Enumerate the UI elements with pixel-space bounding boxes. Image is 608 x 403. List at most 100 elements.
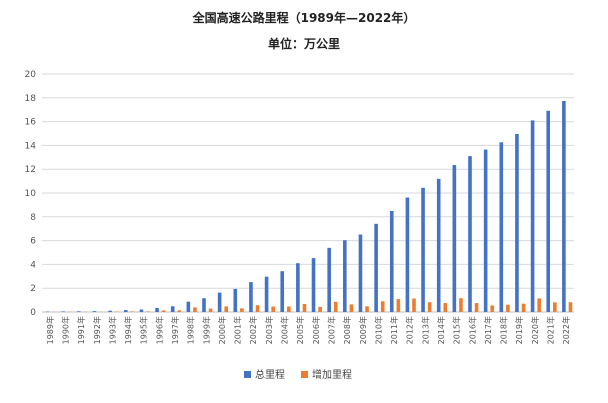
bar-added-mileage [318,306,322,312]
bar-total-mileage [358,234,363,312]
bar-total-mileage [155,307,159,312]
y-tick-label: 16 [25,118,37,128]
bar-added-mileage [553,302,557,312]
x-tick-label: 1991年 [76,316,86,344]
bar-total-mileage [264,276,269,312]
x-tick-label: 1997年 [170,316,180,344]
bar-added-mileage [506,304,510,312]
bar-added-mileage [349,304,354,312]
bar-added-mileage [130,311,135,312]
bar-added-mileage [443,303,448,312]
bar-added-mileage [287,306,291,312]
x-tick-label: 1999年 [201,316,211,344]
x-tick-label: 2010年 [373,316,383,344]
bar-added-mileage [427,302,432,312]
x-tick-label: 2000年 [217,316,227,344]
gridlines [42,73,574,313]
bar-added-mileage [208,308,213,312]
bar-total-mileage [499,142,504,312]
chart-title: 全国高速公路里程（1989年—2022年） [192,10,416,25]
y-axis-ticks: 0 2 4 6 8 10 12 14 16 18 20 [25,70,37,318]
bar-added-mileage [412,298,416,312]
y-tick-label: 0 [30,308,36,318]
bar-added-mileage [271,306,275,312]
x-tick-label: 2005年 [295,316,305,344]
y-tick-label: 20 [25,70,37,80]
bar-total-mileage [483,149,488,312]
bar-added-mileage [193,307,197,312]
x-tick-label: 1996年 [154,316,164,344]
x-tick-label: 2013年 [420,316,430,344]
x-tick-label: 2008年 [342,316,352,344]
y-tick-label: 18 [25,94,37,104]
bar-total-mileage [233,288,238,312]
bar-total-mileage [217,292,222,312]
x-tick-label: 2017年 [483,316,493,344]
bar-total-mileage [546,110,551,313]
y-tick-label: 14 [25,141,37,151]
bar-total-mileage [515,133,519,312]
bar-added-mileage [161,310,166,312]
bar-total-mileage [61,311,65,312]
x-tick-label: 2014年 [436,316,446,344]
bar-total-mileage [436,178,441,312]
bar-added-mileage [365,306,369,312]
x-tick-label: 2016年 [467,316,477,344]
x-tick-label: 2020年 [530,316,540,344]
bar-total-mileage [421,187,425,312]
x-tick-label: 2007年 [326,316,336,344]
bar-total-mileage [562,101,566,312]
x-axis-ticks: 1989年 1990年 1991年 1992年 1993年 1994年 1995年 1996年… [45,316,571,344]
legend: 总里程 增加里程 [244,368,352,381]
y-tick-label: 8 [30,213,36,223]
bar-added-mileage [146,311,150,312]
legend-swatch-added [301,371,308,378]
bar-total-mileage [327,247,331,312]
legend-swatch-total [244,371,251,378]
bar-total-mileage [92,311,97,312]
bar-added-mileage [240,308,244,312]
x-tick-label: 2003年 [264,316,274,344]
y-tick-label: 6 [30,237,36,247]
bar-added-mileage [396,299,401,312]
bar-total-mileage [123,310,128,312]
x-tick-label: 2015年 [452,316,462,344]
x-tick-label: 1992年 [92,316,102,344]
x-tick-label: 2022年 [561,316,571,344]
bar-total-mileage [296,263,300,312]
x-tick-label: 2001年 [233,316,243,344]
bar-total-mileage [108,310,112,312]
bar-total-mileage [139,309,144,312]
x-tick-label: 2009年 [358,316,368,344]
x-tick-label: 2004年 [280,316,290,344]
x-tick-label: 1994年 [123,316,133,344]
y-tick-label: 2 [30,284,36,294]
x-tick-label: 2002年 [248,316,258,344]
x-tick-label: 1995年 [139,316,149,344]
x-tick-label: 2019年 [514,316,524,344]
bar-total-mileage [202,298,206,312]
bar-total-mileage [311,258,316,312]
bar-added-mileage [177,310,182,312]
bar-total-mileage [280,271,285,312]
bar-added-mileage [474,303,479,312]
legend-label-total: 总里程 [255,368,285,381]
bar-total-mileage [170,306,175,312]
x-tick-label: 1990年 [60,316,70,344]
bar-added-mileage [568,302,573,312]
x-tick-label: 1989年 [45,316,55,344]
bar-total-mileage [374,223,378,312]
x-tick-label: 2012年 [405,316,415,344]
bar-total-mileage [530,120,535,312]
bar-added-mileage [459,298,463,312]
bar-total-mileage [343,240,347,312]
x-tick-label: 2021年 [546,316,556,344]
bar-added-mileage [333,301,338,312]
x-tick-label: 1998年 [186,316,196,344]
bars [45,101,573,313]
x-tick-label: 2006年 [311,316,321,344]
bar-added-mileage [380,301,385,312]
bar-added-mileage [537,298,541,312]
